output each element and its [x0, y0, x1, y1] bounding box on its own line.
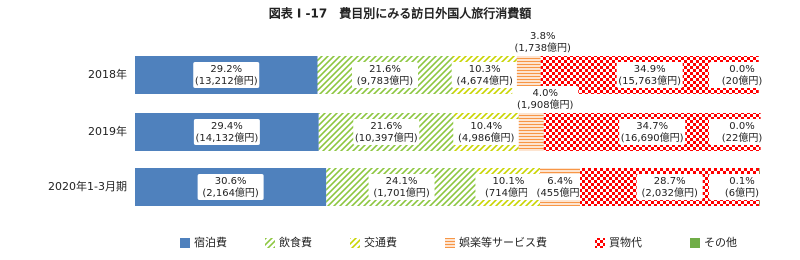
label-box [368, 174, 435, 200]
label-box [453, 119, 520, 145]
label-box [475, 174, 542, 200]
bar-segment [518, 113, 544, 151]
label-box [193, 119, 260, 145]
label-box [619, 119, 686, 145]
category-label: 2019年 [88, 124, 127, 138]
legend-swatch [595, 238, 605, 248]
amount-label: (6億円) [725, 186, 759, 199]
label-box [709, 119, 775, 145]
amount-label: (10,397億円) [355, 131, 418, 144]
value-label: 21.6% [369, 64, 401, 75]
amount-label: (1,738億円) [515, 41, 572, 54]
amount-label: (2,032億円) [641, 186, 698, 199]
amount-label: (1,908億円) [517, 98, 574, 111]
bar-segment [516, 56, 541, 94]
value-label: 34.7% [636, 121, 668, 132]
value-label: 21.6% [370, 121, 402, 132]
amount-label: (1,701億円) [373, 186, 430, 199]
legend-label: 娯楽等サービス費 [459, 235, 547, 249]
value-label: 28.7% [654, 176, 686, 187]
chart-title: 図表 I -17 費目別にみる訪日外国人旅行消費額 [269, 6, 532, 21]
value-label: 4.0% [533, 88, 558, 99]
legend-label: 交通費 [364, 235, 397, 249]
amount-label: (714億円) [485, 186, 532, 199]
amount-label: (15,763億円) [618, 74, 681, 87]
amount-label: (20億円) [722, 74, 763, 87]
label-box [527, 174, 593, 200]
amount-label: (4,986億円) [458, 131, 515, 144]
amount-label: (22億円) [722, 131, 763, 144]
value-label: 0.0% [729, 64, 754, 75]
label-box [451, 62, 518, 88]
legend-label: その他 [704, 236, 737, 249]
legend-label: 宿泊費 [194, 235, 227, 249]
label-box [636, 174, 703, 200]
value-label: 10.1% [493, 176, 525, 187]
value-label: 30.6% [215, 176, 247, 187]
amount-label: (16,690億円) [621, 131, 684, 144]
label-box [353, 119, 420, 145]
legend-swatch [690, 238, 700, 248]
amount-label: (2,164億円) [202, 186, 259, 199]
legend-label: 買物代 [609, 235, 642, 249]
amount-label: (455億円) [537, 186, 584, 199]
label-box [616, 62, 683, 88]
value-label: 3.8% [530, 31, 555, 42]
label-box [709, 174, 775, 200]
value-label: 10.3% [469, 64, 501, 75]
value-label: 10.4% [470, 121, 502, 132]
value-label: 29.4% [211, 121, 243, 132]
amount-label: (9,783億円) [357, 74, 414, 87]
amount-label: (13,212億円) [195, 74, 258, 87]
value-label: 24.1% [386, 176, 418, 187]
label-box [193, 62, 260, 88]
category-label: 2020年1-3月期 [48, 179, 127, 193]
value-label: 6.4% [547, 176, 572, 187]
amount-label: (4,674億円) [456, 74, 513, 87]
value-label: 29.2% [210, 64, 242, 75]
label-box [352, 62, 418, 88]
legend-swatch [180, 238, 190, 248]
label-box [509, 29, 576, 55]
legend-swatch [445, 238, 455, 248]
label-box [197, 174, 264, 200]
value-label: 0.1% [729, 176, 754, 187]
value-label: 34.9% [634, 64, 666, 75]
legend-label: 飲食費 [279, 235, 312, 249]
legend-swatch [350, 238, 360, 248]
legend-swatch [265, 238, 275, 248]
label-box [512, 86, 579, 112]
label-box [709, 62, 775, 88]
amount-label: (14,132億円) [195, 131, 258, 144]
value-label: 0.0% [729, 121, 754, 132]
category-label: 2018年 [88, 67, 127, 81]
